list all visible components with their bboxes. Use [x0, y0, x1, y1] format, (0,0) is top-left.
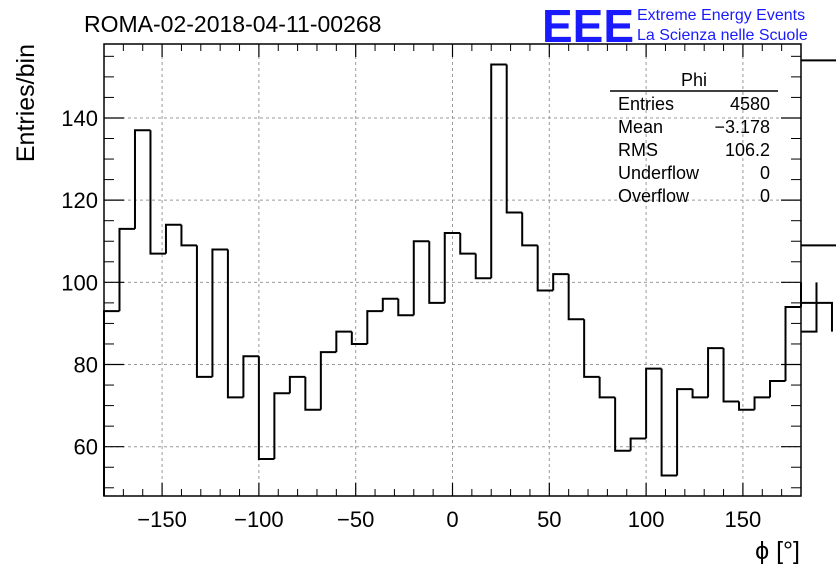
histogram-bin: [103, 310, 120, 496]
x-tick-label: 0: [446, 507, 458, 532]
histogram-bin: [428, 241, 445, 304]
stats-box: Phi Entries 4580 Mean −3.178 RMS 106.2 Underfl…: [610, 70, 778, 206]
stat-label: Overflow: [618, 186, 690, 206]
x-tick-label: 50: [537, 507, 561, 532]
histogram-bin: [691, 389, 709, 399]
histogram-bin: [211, 248, 228, 377]
y-tick-label: 100: [61, 270, 98, 295]
histogram-bin: [722, 348, 740, 403]
histogram-bin: [304, 376, 321, 411]
histogram-bin: [459, 233, 476, 255]
stat-label: Mean: [618, 117, 663, 137]
histogram-bin: [195, 245, 213, 378]
histogram-bin: [645, 367, 662, 439]
histogram-bin: [443, 232, 461, 303]
x-tick-label: −100: [234, 507, 284, 532]
x-tick-label: 100: [628, 507, 665, 532]
histogram-bin: [288, 375, 306, 394]
histogram-bin: [226, 249, 244, 399]
histogram-bin: [567, 274, 585, 321]
stat-label: RMS: [618, 140, 658, 160]
stat-label: Entries: [618, 94, 674, 114]
histogram-bin: [505, 64, 523, 214]
histogram-bin: [769, 379, 786, 398]
stat-label: Underflow: [618, 163, 700, 183]
stats-rows: Entries 4580 Mean −3.178 RMS 106.2 Underflow 0 O…: [618, 94, 770, 206]
histogram-bin: [676, 388, 693, 476]
histogram-bin: [614, 397, 631, 452]
histogram-bin: [412, 240, 430, 316]
histogram-bin: [801, 244, 836, 247]
histogram-bin: [738, 401, 755, 411]
histogram-bin: [366, 310, 383, 344]
stat-value: −3.178: [714, 117, 770, 137]
y-tick-label: 60: [74, 435, 98, 460]
stat-value: 106.2: [725, 140, 770, 160]
histogram-bin: [801, 282, 818, 333]
y-tick-label: 120: [61, 188, 98, 213]
histogram-bin: [490, 63, 507, 279]
stat-value: 0: [760, 163, 770, 183]
histogram-bars: [103, 59, 836, 496]
y-tick-label: 80: [74, 353, 98, 378]
histogram-bin: [753, 396, 771, 410]
histogram-bin: [598, 376, 616, 399]
histogram-bin: [660, 368, 678, 477]
x-tick-label: −150: [137, 507, 187, 532]
stat-value: 4580: [730, 94, 770, 114]
axis-ticks: [104, 44, 801, 496]
histogram-bin: [118, 227, 135, 312]
histogram-bin: [552, 273, 569, 291]
histogram-bin: [583, 319, 600, 378]
histogram-bin: [629, 437, 647, 451]
histogram-bin: [801, 301, 833, 332]
logo-line-1: Extreme Energy Events: [637, 7, 805, 24]
histogram-bin: [350, 331, 368, 345]
histogram-bin: [257, 356, 275, 461]
histogram-bin: [521, 212, 538, 247]
histogram-bin: [242, 355, 259, 398]
histogram-bin: [335, 330, 352, 353]
x-tick-label: 150: [725, 507, 762, 532]
histogram-bin: [133, 129, 151, 229]
histogram-bin: [784, 305, 801, 381]
grid-lines: [104, 44, 801, 496]
histogram-bin: [381, 297, 399, 312]
histogram-bin: [273, 392, 290, 460]
histogram-bin: [164, 223, 182, 254]
histogram-bin: [707, 347, 724, 398]
chart-title: ROMA-02-2018-04-11-00268: [84, 11, 381, 37]
logo-line-2: La Scienza nelle Scuole: [637, 27, 808, 44]
y-axis-label: Entries/bin: [12, 44, 40, 162]
tick-labels: −150 −100 −50 0 50 100 150 60 80 100 120 140: [61, 106, 761, 532]
histogram-bin: [801, 59, 836, 62]
histogram-bin: [474, 253, 492, 280]
histogram-bin: [397, 298, 414, 317]
y-tick-label: 140: [61, 106, 98, 131]
x-axis-label: ϕ [°]: [755, 537, 800, 565]
histogram-bin: [149, 130, 166, 255]
histogram-bin: [319, 351, 337, 410]
histogram-bin: [180, 224, 197, 247]
x-tick-label: −50: [337, 507, 374, 532]
stat-value: 0: [760, 186, 770, 206]
histogram-bin: [536, 245, 554, 292]
stats-title: Phi: [681, 70, 707, 90]
